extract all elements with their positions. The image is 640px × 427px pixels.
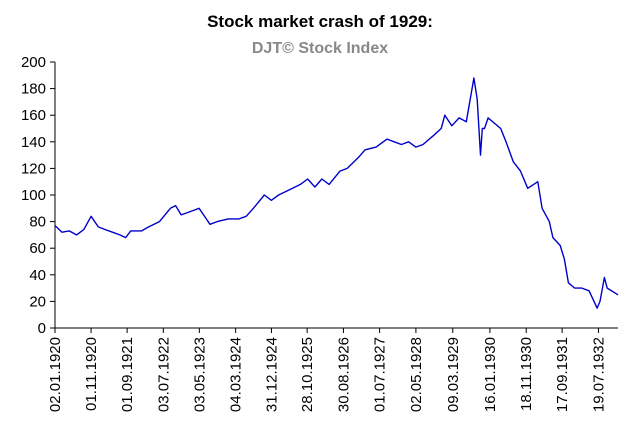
y-tick-label: 180 bbox=[21, 81, 46, 98]
x-tick-label: 31.12.1924 bbox=[263, 337, 280, 412]
x-tick-label: 03.05.1923 bbox=[191, 337, 208, 412]
x-tick-label: 01.11.1920 bbox=[83, 337, 100, 411]
y-tick-label: 20 bbox=[29, 293, 46, 310]
x-tick-label: 02.01.1920 bbox=[47, 337, 64, 412]
x-tick-label: 30.08.1926 bbox=[335, 337, 352, 412]
x-tick-label: 28.10.1925 bbox=[299, 337, 316, 412]
y-tick-label: 40 bbox=[29, 267, 46, 284]
x-tick-label: 01.09.1921 bbox=[119, 337, 136, 412]
y-tick-label: 140 bbox=[21, 134, 46, 151]
y-axis-ticks: 0 20 40 60 80 100 120 140 160 180 200 bbox=[21, 54, 55, 337]
x-tick-label: 17.09.1931 bbox=[554, 337, 571, 412]
y-tick-label: 160 bbox=[21, 107, 46, 124]
x-tick-label: 19.07.1932 bbox=[590, 337, 607, 412]
y-tick-label: 80 bbox=[29, 214, 46, 231]
y-tick-label: 60 bbox=[29, 240, 46, 257]
x-tick-label: 04.03.1924 bbox=[228, 337, 245, 412]
x-tick-label: 09.03.1929 bbox=[445, 337, 462, 412]
series-layer bbox=[54, 77, 619, 309]
y-tick-label: 200 bbox=[21, 54, 46, 71]
x-axis-ticks: 02.01.1920 01.11.1920 01.09.1921 03.07.1922… bbox=[47, 328, 607, 412]
y-tick-label: 100 bbox=[21, 187, 46, 204]
x-tick-label: 02.05.1928 bbox=[408, 337, 425, 412]
chart-subtitle: DJT© Stock Index bbox=[252, 40, 388, 57]
series-line bbox=[54, 77, 619, 309]
plot-area: 0 20 40 60 80 100 120 140 160 180 200 02.01.1920 01… bbox=[21, 54, 619, 412]
y-tick-label: 0 bbox=[38, 320, 46, 337]
chart-title: Stock market crash of 1929: bbox=[207, 12, 433, 31]
x-tick-label: 03.07.1922 bbox=[155, 337, 172, 412]
x-tick-label: 16.01.1930 bbox=[482, 337, 499, 412]
x-tick-label: 18.11.1930 bbox=[518, 337, 535, 411]
y-tick-label: 120 bbox=[21, 160, 46, 177]
x-tick-label: 01.07.1927 bbox=[372, 337, 389, 412]
